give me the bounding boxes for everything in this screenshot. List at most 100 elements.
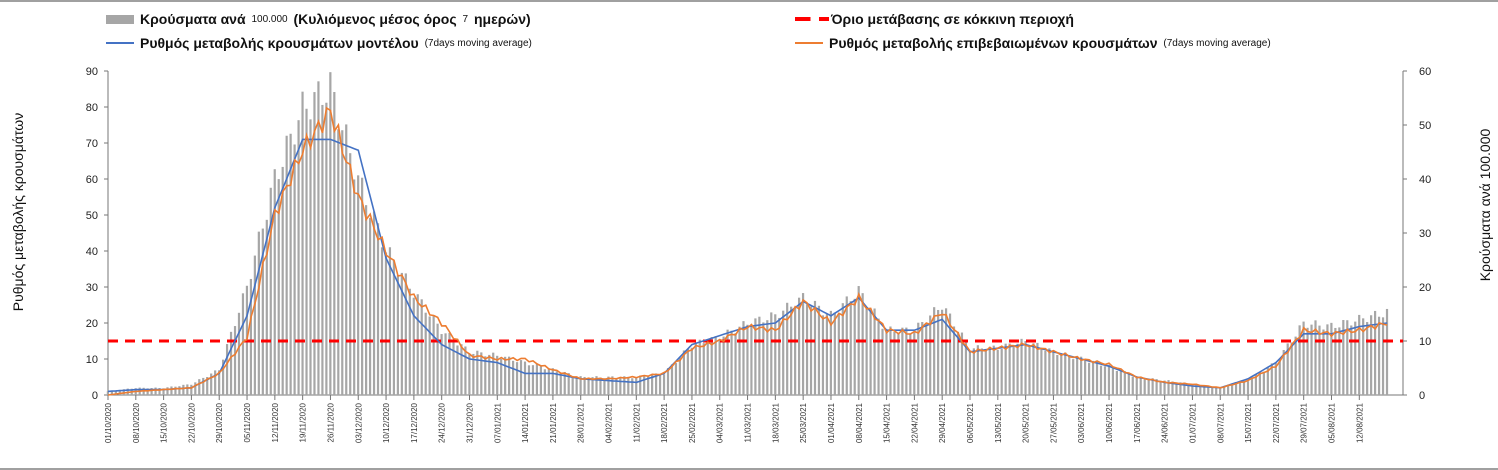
x-tick-label: 06/05/2021 [966, 402, 975, 443]
case-bar [571, 376, 574, 395]
case-bar [972, 348, 975, 395]
case-bar [1274, 363, 1277, 395]
case-bar [523, 361, 527, 395]
case-bar [555, 371, 558, 395]
case-bar [337, 129, 340, 395]
case-bar [1183, 382, 1186, 395]
case-bar [1266, 367, 1269, 395]
y-tick-label-right: 20 [1419, 282, 1431, 294]
x-tick-label: 18/03/2021 [771, 402, 780, 443]
case-bar [1080, 356, 1083, 395]
case-bar [448, 332, 451, 395]
case-bar [881, 328, 884, 395]
case-bar [583, 376, 586, 395]
case-bar [496, 355, 499, 395]
case-bar [261, 228, 264, 395]
case-bar [1203, 386, 1206, 395]
case-bar [913, 331, 916, 395]
case-bar [1370, 315, 1373, 395]
case-bar [1111, 367, 1115, 395]
case-bar [1377, 316, 1381, 395]
case-bar [603, 378, 606, 395]
case-bar [372, 211, 376, 395]
x-tick-label: 25/03/2021 [799, 402, 808, 443]
case-bar [1060, 354, 1063, 395]
case-bar [1381, 317, 1385, 395]
case-bar [666, 368, 670, 395]
case-bar [853, 298, 856, 395]
case-bar [1139, 376, 1142, 395]
case-bar [1358, 314, 1361, 395]
case-bar [1028, 345, 1031, 395]
case-bar [952, 326, 956, 395]
case-bar [956, 331, 960, 395]
case-bar [1223, 386, 1226, 395]
legend-dash-swatch [795, 17, 829, 21]
case-bar [297, 120, 300, 395]
case-bar [146, 388, 149, 395]
case-bar [396, 275, 399, 395]
case-bar [980, 348, 983, 395]
case-bar [774, 314, 777, 395]
case-bar [754, 318, 757, 395]
case-bar [758, 316, 761, 395]
x-tick-label: 08/07/2021 [1216, 402, 1225, 443]
case-bar [821, 315, 825, 395]
case-bar [194, 382, 197, 395]
x-tick-label: 18/02/2021 [660, 402, 669, 443]
case-bar [635, 377, 638, 395]
case-bar [440, 334, 443, 395]
case-bar [1167, 380, 1170, 395]
case-bar [837, 313, 840, 395]
x-tick-label: 31/12/2020 [465, 402, 474, 443]
legend-cases: Κρούσματα ανά 100.000 (Κυλιόμενος μέσος … [106, 11, 531, 27]
case-bar [428, 316, 431, 395]
x-tick-label: 17/06/2021 [1133, 402, 1142, 443]
case-bar [1040, 348, 1043, 395]
case-bar [611, 376, 614, 395]
case-bar [1385, 308, 1389, 395]
case-bar [730, 330, 733, 395]
case-bar [933, 307, 936, 395]
case-bar [627, 376, 630, 395]
case-bar [941, 309, 944, 395]
case-bar [1199, 384, 1202, 395]
case-bar [154, 387, 157, 395]
case-bar [1151, 378, 1154, 395]
case-bar [404, 273, 407, 395]
case-bar [535, 363, 539, 395]
case-bar [1119, 371, 1122, 395]
case-bar [809, 306, 813, 395]
y-tick-label-right: 10 [1419, 336, 1431, 348]
case-bar [647, 376, 650, 395]
case-bar [643, 376, 646, 395]
x-tick-label: 29/04/2021 [938, 402, 947, 443]
case-bar [1064, 352, 1067, 395]
y-tick-label-left: 10 [86, 354, 98, 366]
case-bar [587, 378, 590, 395]
case-bar [269, 187, 272, 395]
case-bar [746, 324, 749, 395]
case-bar [1020, 338, 1023, 395]
case-bar [1048, 348, 1051, 395]
case-bar [376, 223, 380, 395]
case-bar [619, 377, 622, 395]
x-tick-label: 04/02/2021 [605, 402, 614, 443]
case-bar [527, 365, 531, 395]
case-bar [1008, 343, 1011, 395]
case-bar [317, 81, 320, 395]
case-bar [114, 390, 117, 395]
case-bar [670, 364, 674, 395]
case-bar [595, 376, 598, 395]
case-bar [1306, 327, 1309, 395]
case-bar [273, 169, 276, 395]
case-bar [110, 390, 113, 395]
case-bar [964, 340, 968, 395]
case-bar [742, 321, 745, 395]
case-bar [416, 294, 419, 395]
case-bar [452, 340, 455, 395]
case-bar [869, 309, 872, 395]
case-bar [1326, 324, 1329, 395]
case-bar [929, 315, 932, 395]
case-bar [563, 371, 566, 395]
